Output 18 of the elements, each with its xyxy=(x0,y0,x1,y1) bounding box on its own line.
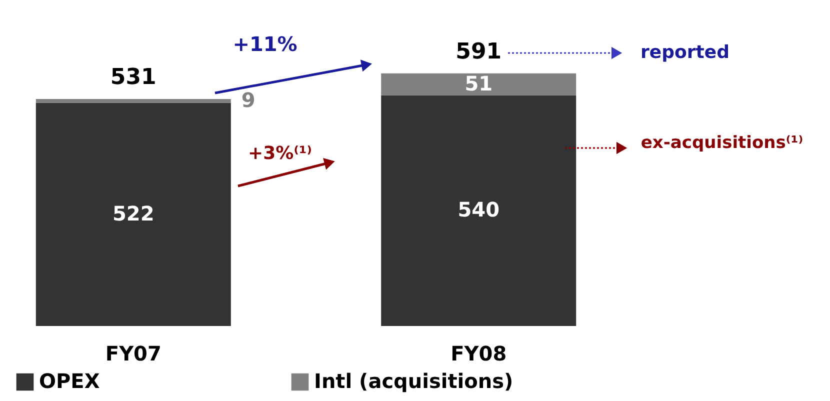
bar xyxy=(36,102,231,326)
annotation: ex-acquisitions⁽¹⁾ xyxy=(640,133,804,153)
data-label: 51 xyxy=(464,71,493,96)
bar xyxy=(381,95,576,326)
data-label: 540 xyxy=(458,198,500,222)
x-tick-label: FY08 xyxy=(450,342,507,366)
legend-label: Intl (acquisitions) xyxy=(314,369,514,393)
annotation: +3%⁽¹⁾ xyxy=(248,143,312,164)
text: reported xyxy=(640,42,730,63)
total-label: 531 xyxy=(110,65,156,90)
legend-label: OPEX xyxy=(39,369,100,393)
bar xyxy=(381,73,576,96)
data-label: 522 xyxy=(112,201,154,226)
data-label: 9 xyxy=(241,88,256,112)
text: +11% xyxy=(232,32,298,56)
x-tick-label: FY07 xyxy=(105,342,162,366)
total-label: 591 xyxy=(456,39,502,64)
bar xyxy=(36,99,231,103)
